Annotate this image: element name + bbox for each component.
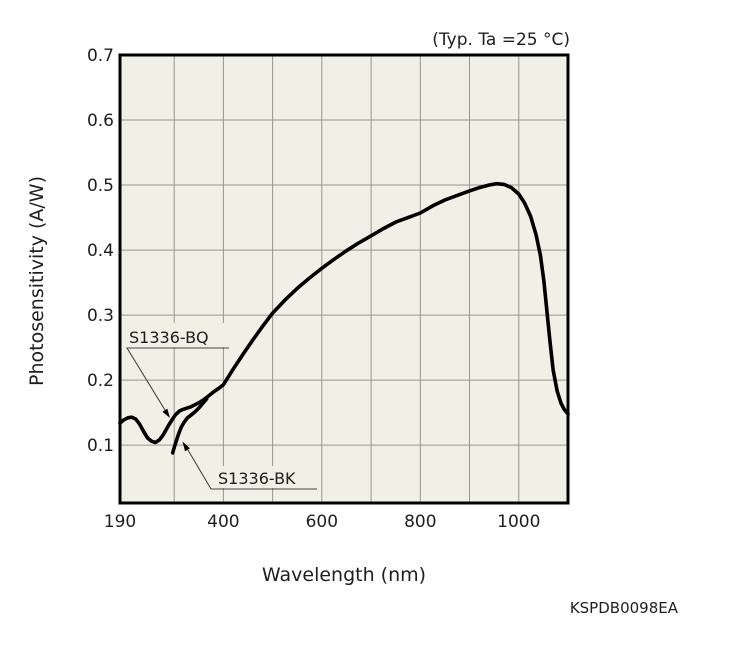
callout-bq-label: S1336-BQ <box>129 328 209 347</box>
y-tick-label: 0.1 <box>87 436 114 456</box>
y-tick-label: 0.4 <box>87 241 114 261</box>
y-axis-tick-labels: 0.1 0.2 0.3 0.4 0.5 0.6 0.7 <box>87 46 114 456</box>
x-axis-title: Wavelength (nm) <box>262 564 426 586</box>
x-tick-label: 800 <box>404 512 436 532</box>
callout-bk-leader-line <box>186 447 317 490</box>
callout-bk-arrowhead <box>182 441 190 452</box>
plot-border <box>118 53 570 505</box>
y-tick-label: 0.6 <box>87 111 114 131</box>
x-tick-label: 190 <box>104 512 136 532</box>
x-tick-label: 1000 <box>497 512 540 532</box>
y-tick-label: 0.5 <box>87 176 114 196</box>
callout-bq-arrowhead <box>162 408 170 418</box>
x-tick-label: 400 <box>207 512 239 532</box>
y-tick-label: 0.3 <box>87 306 114 326</box>
callout-bk-label: S1336-BK <box>218 469 296 488</box>
callout-bq-leader-line <box>126 347 229 413</box>
curve-s1336-bk <box>170 397 209 455</box>
callout-s1336-bq: S1336-BQ <box>126 328 229 418</box>
callout-bk-label-background <box>214 466 304 488</box>
x-axis-tick-labels: 190 400 600 800 1000 <box>104 512 541 532</box>
curves <box>118 181 570 455</box>
condition-label: (Typ. Ta =25 °C) <box>432 30 570 50</box>
plot-area <box>120 55 568 503</box>
y-tick-label: 0.2 <box>87 371 114 391</box>
y-axis-title: Photosensitivity (A/W) <box>26 176 48 386</box>
x-tick-label: 600 <box>306 512 338 532</box>
y-tick-label: 0.7 <box>87 46 114 66</box>
callout-bq-label-background <box>125 323 233 347</box>
document-number: KSPDB0098EA <box>570 599 679 617</box>
curve-s1336-bq <box>118 181 570 445</box>
callout-s1336-bk: S1336-BK <box>182 441 317 490</box>
